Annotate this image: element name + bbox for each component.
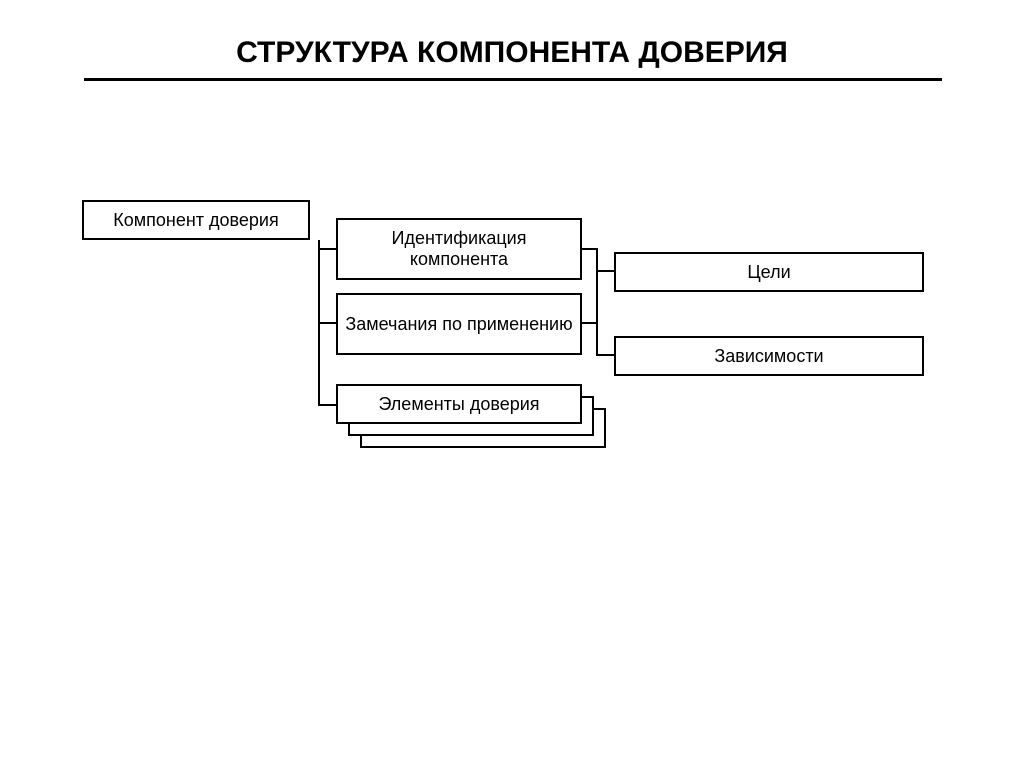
connector-to-goals <box>596 270 614 272</box>
node-goals: Цели <box>614 252 924 292</box>
node-identification: Идентификация компонента <box>336 218 582 280</box>
connector-mid-trunk-down <box>596 248 598 356</box>
node-dependencies-label: Зависимости <box>714 346 823 367</box>
connector-from-notes <box>582 322 598 324</box>
connector-to-elements <box>318 404 336 406</box>
node-notes-label: Замечания по применению <box>345 314 572 335</box>
title-underline <box>84 78 942 81</box>
node-root: Компонент доверия <box>82 200 310 240</box>
node-elements: Элементы доверия <box>336 384 582 424</box>
diagram-title: СТРУКТУРА КОМПОНЕНТА ДОВЕРИЯ <box>0 36 1024 70</box>
connector-from-identification <box>582 248 598 250</box>
node-goals-label: Цели <box>747 262 790 283</box>
node-identification-label: Идентификация компонента <box>344 228 574 270</box>
connector-to-identification <box>318 248 336 250</box>
node-dependencies: Зависимости <box>614 336 924 376</box>
node-elements-label: Элементы доверия <box>378 394 539 415</box>
connector-to-dependencies <box>596 354 614 356</box>
connector-to-notes <box>318 322 336 324</box>
node-root-label: Компонент доверия <box>113 210 278 231</box>
node-notes: Замечания по применению <box>336 293 582 355</box>
